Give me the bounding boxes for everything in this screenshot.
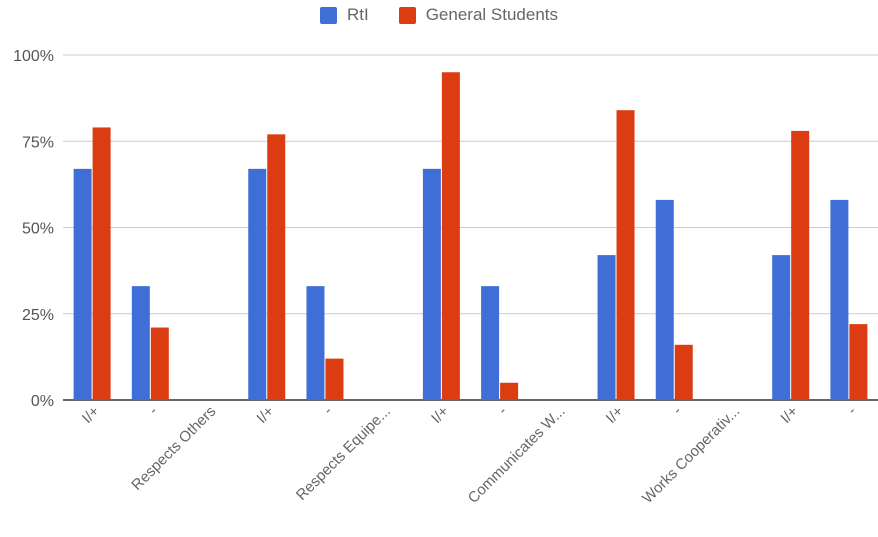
bars bbox=[73, 72, 868, 400]
bar-rti-12[interactable] bbox=[772, 255, 791, 400]
bar-rti-3[interactable] bbox=[248, 168, 267, 400]
x-tick-label: Respects Equipe... bbox=[293, 403, 394, 504]
x-tick-label: I/+ bbox=[777, 403, 801, 427]
bar-general-students-7[interactable] bbox=[500, 382, 519, 400]
gridlines bbox=[63, 54, 878, 401]
x-tick-label: I/+ bbox=[253, 403, 277, 427]
bar-rti-4[interactable] bbox=[306, 286, 325, 400]
bar-general-students-13[interactable] bbox=[849, 324, 868, 400]
bar-general-students-3[interactable] bbox=[267, 134, 286, 400]
x-tick-label: - bbox=[670, 403, 686, 419]
bar-rti-6[interactable] bbox=[422, 168, 441, 400]
x-tick-label: - bbox=[844, 403, 860, 419]
bar-rti-1[interactable] bbox=[131, 286, 150, 400]
bar-rti-7[interactable] bbox=[481, 286, 500, 400]
legend-item-rti[interactable]: RtI bbox=[319, 5, 369, 25]
legend-label-rti: RtI bbox=[346, 5, 369, 24]
x-tick-label: I/+ bbox=[79, 403, 103, 427]
legend-swatch-general-students bbox=[398, 6, 416, 24]
bar-general-students-0[interactable] bbox=[92, 127, 111, 400]
x-tick-label: I/+ bbox=[428, 403, 452, 427]
x-tick-label: I/+ bbox=[603, 403, 627, 427]
y-tick-label: 0% bbox=[31, 393, 54, 410]
bar-general-students-12[interactable] bbox=[791, 130, 810, 400]
x-tick-label: Respects Others bbox=[128, 403, 219, 494]
bar-general-students-6[interactable] bbox=[441, 72, 460, 400]
bar-rti-13[interactable] bbox=[830, 199, 849, 400]
y-tick-label: 100% bbox=[13, 48, 54, 65]
bar-general-students-10[interactable] bbox=[674, 344, 693, 400]
legend-swatch-rti bbox=[319, 6, 337, 24]
x-axis: I/+ -Respects Others I/+ -Respects Equipe..… bbox=[79, 403, 860, 507]
x-tick-label: - bbox=[495, 403, 511, 419]
x-tick-label: Works Cooperativ... bbox=[639, 403, 743, 507]
bar-general-students-9[interactable] bbox=[616, 110, 635, 400]
y-tick-label: 50% bbox=[22, 221, 54, 238]
legend: RtI General Students bbox=[0, 5, 878, 25]
x-tick-label: Communicates W... bbox=[465, 403, 569, 507]
bar-rti-10[interactable] bbox=[655, 199, 674, 400]
legend-label-general-students: General Students bbox=[425, 5, 559, 24]
bar-general-students-4[interactable] bbox=[325, 358, 344, 400]
y-tick-label: 25% bbox=[22, 307, 54, 324]
bar-rti-9[interactable] bbox=[597, 255, 616, 400]
x-tick-label: - bbox=[146, 403, 162, 419]
bar-general-students-1[interactable] bbox=[150, 327, 169, 400]
bar-rti-0[interactable] bbox=[73, 168, 92, 400]
legend-item-general-students[interactable]: General Students bbox=[398, 5, 559, 25]
y-tick-label: 75% bbox=[22, 134, 54, 151]
y-axis: 0% 25% 50% 75% 100% bbox=[13, 48, 54, 410]
x-tick-label: - bbox=[320, 403, 336, 419]
